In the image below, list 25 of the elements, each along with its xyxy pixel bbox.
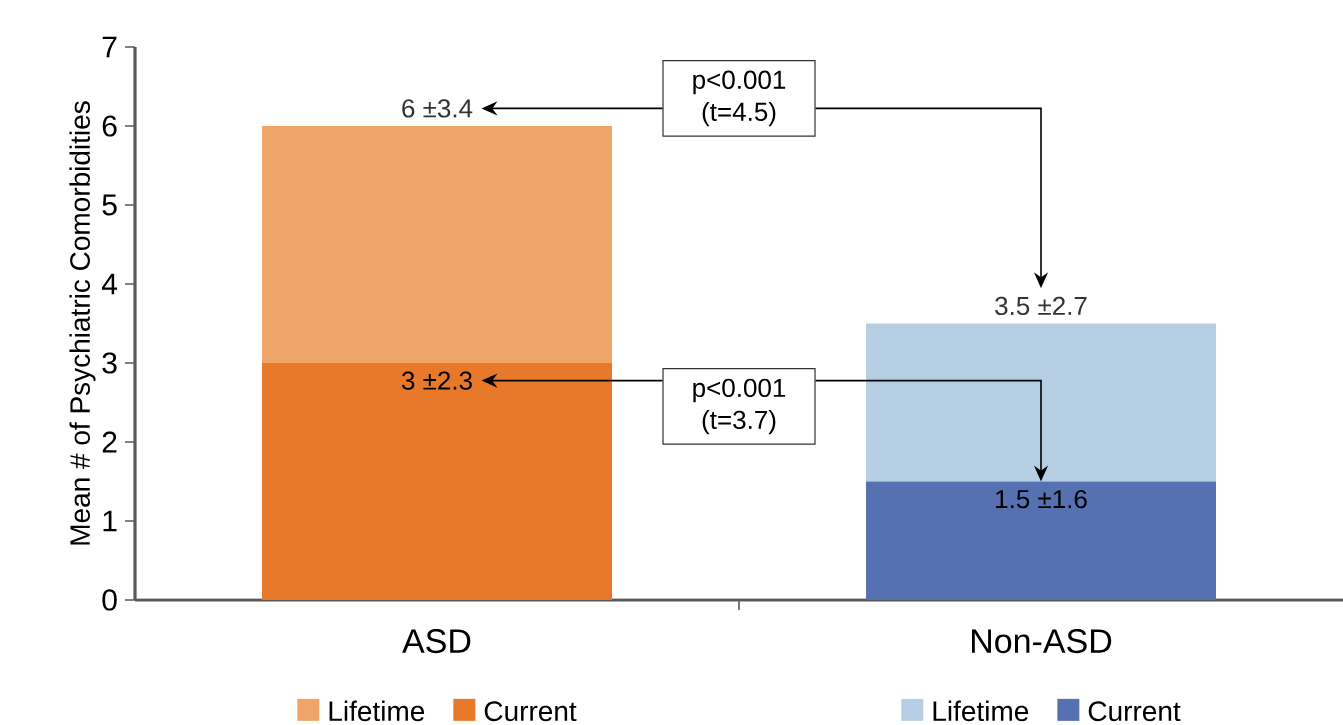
text: Current (484, 701, 577, 722)
y-tick-label: 2 (102, 431, 117, 453)
y-tick-label: 6 (102, 115, 117, 137)
x-tick-label: ASD (402, 629, 471, 654)
data-label: 3 ±2.3 (401, 371, 472, 390)
bar (866, 481, 1217, 600)
legend-label: Lifetime (933, 700, 1029, 722)
y-tick-label: 3 (102, 352, 117, 374)
bar (866, 323, 1217, 482)
x-tick-label: Non-ASD (972, 629, 1112, 654)
y-tick-label: 0 (102, 589, 117, 611)
annotation: 3.5 ±2.7 (995, 296, 1087, 316)
y-tick-label: 1 (103, 510, 117, 532)
y-tick-label: 5 (102, 194, 117, 216)
annotation: p<0.001 (t=3.7) (693, 378, 786, 435)
annotation: p<0.001 (t=4.5) (693, 70, 786, 127)
y-tick-label: 7 (102, 36, 117, 58)
bar (262, 363, 613, 600)
legend-label: Current (1088, 701, 1181, 722)
data-label: 1.5 ±1.6 (996, 489, 1087, 509)
annotation: 6 ±3.4 (402, 99, 473, 118)
y-tick-label: 4 (101, 273, 118, 295)
y-axis-title: Mean # of Psychiatric Comorbidities (69, 101, 96, 545)
text: Lifetime (329, 700, 425, 722)
bar (262, 126, 613, 364)
